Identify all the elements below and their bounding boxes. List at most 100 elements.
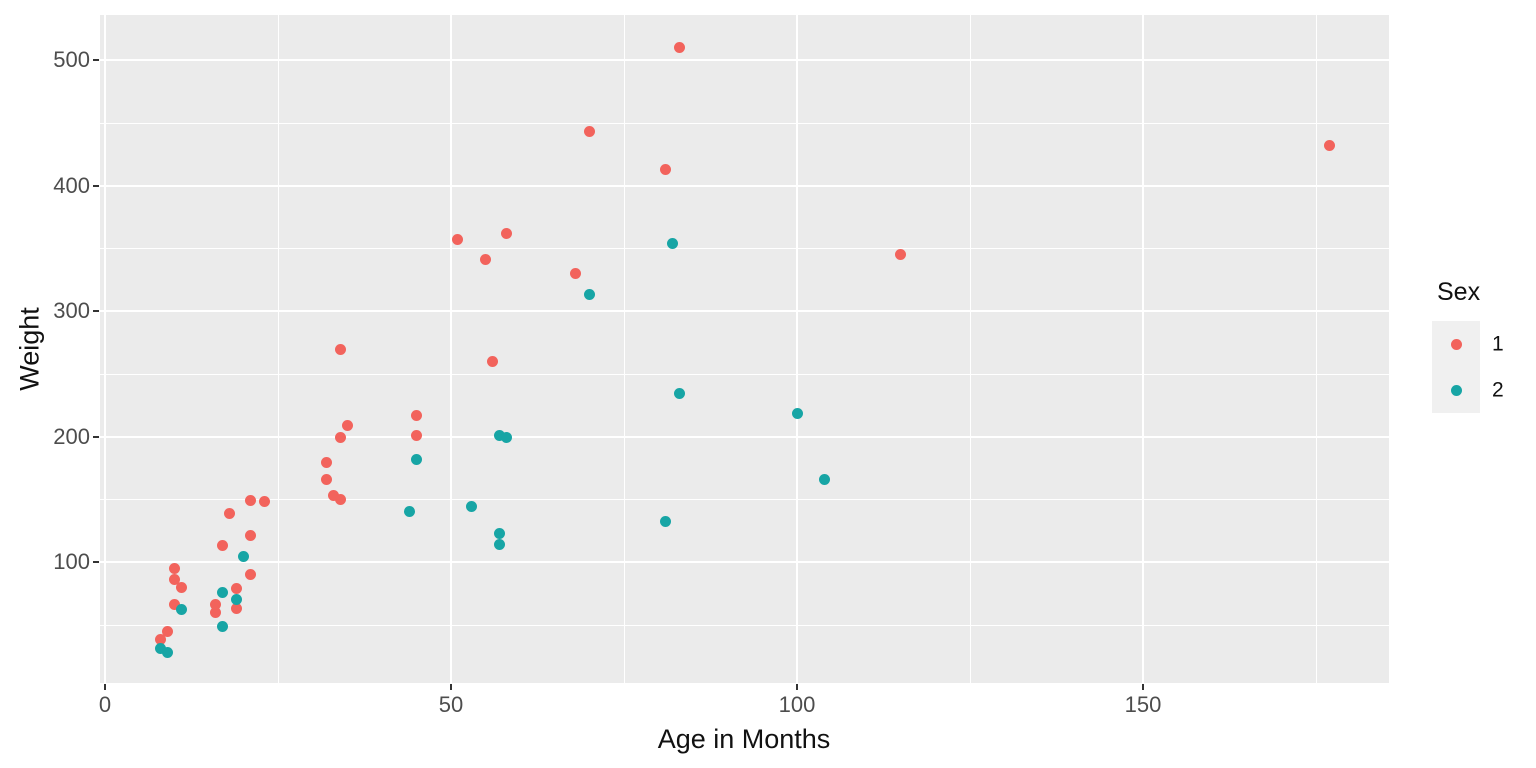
data-point-sex-2 [673,388,685,400]
data-point-sex-1 [258,496,270,508]
data-point-sex-1 [583,126,595,138]
x-minor-gridline [624,15,625,683]
y-axis-title: Weight [14,307,45,391]
x-minor-gridline [1316,15,1317,683]
data-point-sex-2 [237,551,249,563]
data-point-sex-2 [217,620,229,632]
legend-key-dot [1450,338,1462,350]
x-tick-label: 150 [1124,692,1162,717]
y-minor-gridline [100,624,1389,626]
data-point-sex-1 [334,344,346,356]
data-point-sex-1 [673,41,685,53]
x-major-gridline [104,15,106,683]
y-minor-gridline [100,122,1389,124]
x-tick-mark [796,684,798,690]
data-point-sex-2 [493,538,505,550]
y-minor-gridline [100,499,1389,501]
data-point-sex-1 [224,507,236,519]
y-major-gridline [100,435,1389,438]
x-tick-label: 100 [778,692,816,717]
x-axis-title: Age in Months [657,724,831,754]
data-point-sex-2 [493,429,505,441]
data-point-sex-1 [1324,139,1336,151]
x-major-gridline [450,15,452,683]
legend-entry-2: 2 [1432,367,1536,413]
x-tick-label: 50 [438,692,464,717]
y-tick-label: 200 [53,423,90,449]
y-tick-mark [93,310,99,312]
data-point-sex-2 [500,432,512,444]
x-tick-mark [450,684,452,690]
data-point-sex-1 [334,493,346,505]
data-point-sex-1 [168,562,180,574]
data-point-sex-2 [161,646,173,658]
y-major-gridline [100,561,1389,563]
data-point-sex-2 [819,473,831,485]
y-tick-label: 500 [53,47,90,72]
data-point-sex-1 [244,569,256,581]
y-tick-label: 100 [53,549,90,574]
data-point-sex-1 [168,599,180,611]
data-point-sex-1 [500,227,512,239]
data-point-sex-1 [217,540,229,552]
data-point-sex-1 [320,457,332,469]
data-point-sex-1 [175,581,187,593]
data-point-sex-2 [660,516,672,528]
data-point-sex-2 [403,506,415,518]
y-minor-gridline [100,373,1389,375]
data-point-sex-2 [583,289,595,301]
data-point-sex-1 [320,473,332,485]
x-tick-mark [104,684,106,690]
legend-key-label: 2 [1492,378,1504,402]
y-tick-label: 300 [53,298,90,323]
y-major-gridline [100,59,1389,61]
y-major-gridline [100,310,1389,312]
data-point-sex-1 [452,233,464,245]
x-tick-mark [1142,684,1144,690]
y-tick-mark [93,561,99,563]
data-point-sex-2 [666,237,678,249]
data-point-sex-1 [895,249,907,261]
data-point-sex-1 [487,355,499,367]
y-tick-mark [93,59,99,61]
data-point-sex-1 [341,419,353,431]
x-major-gridline [796,15,798,683]
y-minor-gridline [100,248,1389,250]
data-point-sex-1 [410,409,422,421]
y-tick-label: 400 [53,172,90,198]
y-tick-mark [93,184,99,187]
data-point-sex-1 [154,634,166,646]
x-tick-label: 0 [98,692,112,717]
data-point-sex-1 [230,602,242,614]
data-point-sex-2 [154,643,166,655]
data-point-sex-2 [466,501,478,513]
legend-title: Sex [1437,278,1481,306]
data-point-sex-1 [334,432,346,444]
data-point-sex-2 [791,408,803,420]
data-point-sex-1 [480,254,492,266]
data-point-sex-1 [168,574,180,586]
data-point-sex-1 [230,582,242,594]
data-point-sex-1 [660,163,672,175]
data-point-sex-1 [210,599,222,611]
x-minor-gridline [278,15,279,683]
plot-panel [100,15,1389,683]
data-point-sex-2 [493,527,505,539]
data-point-sex-1 [410,429,422,441]
data-point-sex-1 [244,530,256,542]
data-point-sex-1 [161,625,173,637]
y-major-gridline [100,184,1389,187]
data-point-sex-2 [230,594,242,606]
legend-key-label: 1 [1492,332,1504,356]
x-minor-gridline [970,15,971,683]
data-point-sex-1 [244,495,256,506]
legend-entry-1: 1 [1432,321,1536,367]
legend-key-dot [1450,384,1462,396]
data-point-sex-1 [570,267,582,279]
x-major-gridline [1142,15,1144,683]
data-point-sex-2 [217,586,229,598]
data-point-sex-2 [410,453,422,465]
